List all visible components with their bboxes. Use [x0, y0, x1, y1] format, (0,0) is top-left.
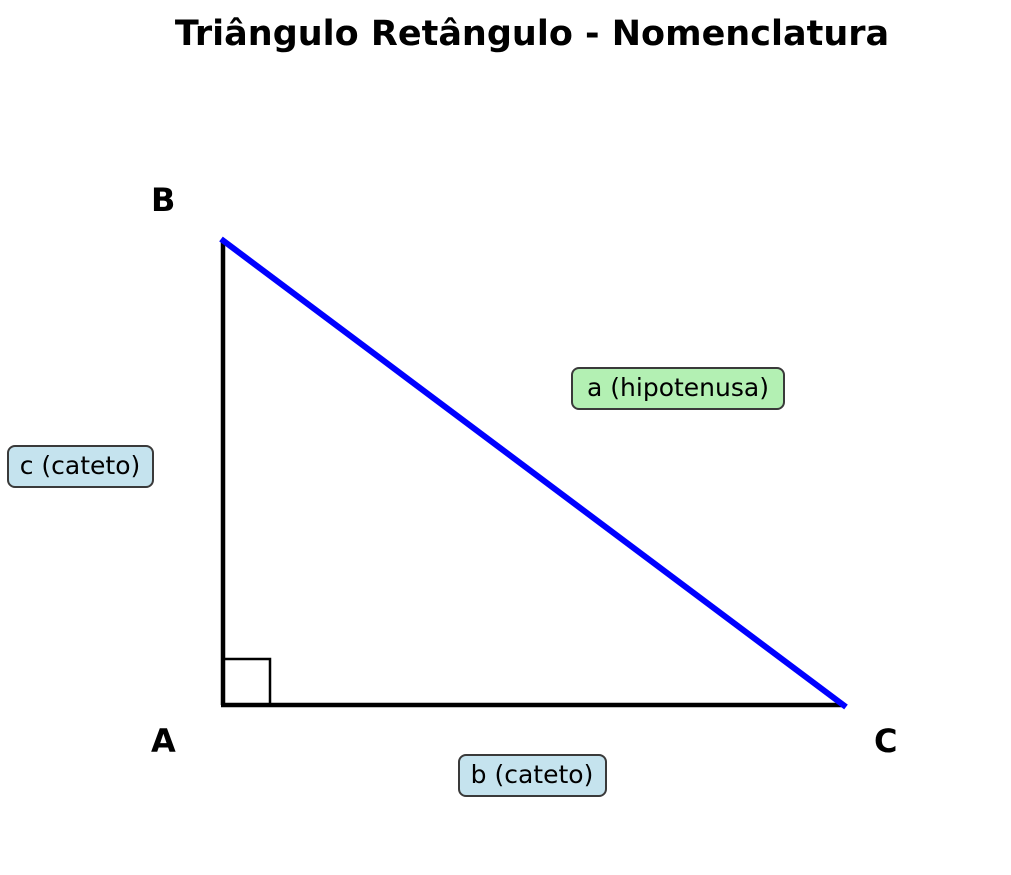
- leg-c-label-text: c (cateto): [20, 451, 141, 480]
- diagram-title: Triângulo Retângulo - Nomenclatura: [175, 14, 889, 54]
- leg-c-label-box: [7, 445, 154, 488]
- leg-b-label-box: [458, 754, 607, 797]
- vertex-label-c: C: [874, 722, 897, 760]
- leg-b-label-text: b (cateto): [471, 760, 594, 789]
- hypotenuse-label-text: a (hipotenusa): [587, 373, 769, 402]
- hypotenuse-line: [219, 236, 848, 710]
- vertex-label-b: B: [151, 181, 175, 219]
- leg-b-label: b (cateto): [458, 754, 607, 797]
- right-angle-marker: [221, 657, 272, 707]
- hypotenuse-label: a (hipotenusa): [571, 367, 785, 410]
- hypotenuse-label-box: [571, 367, 785, 410]
- vertex-label-a: A: [151, 722, 176, 760]
- leg-c-label: c (cateto): [7, 445, 154, 488]
